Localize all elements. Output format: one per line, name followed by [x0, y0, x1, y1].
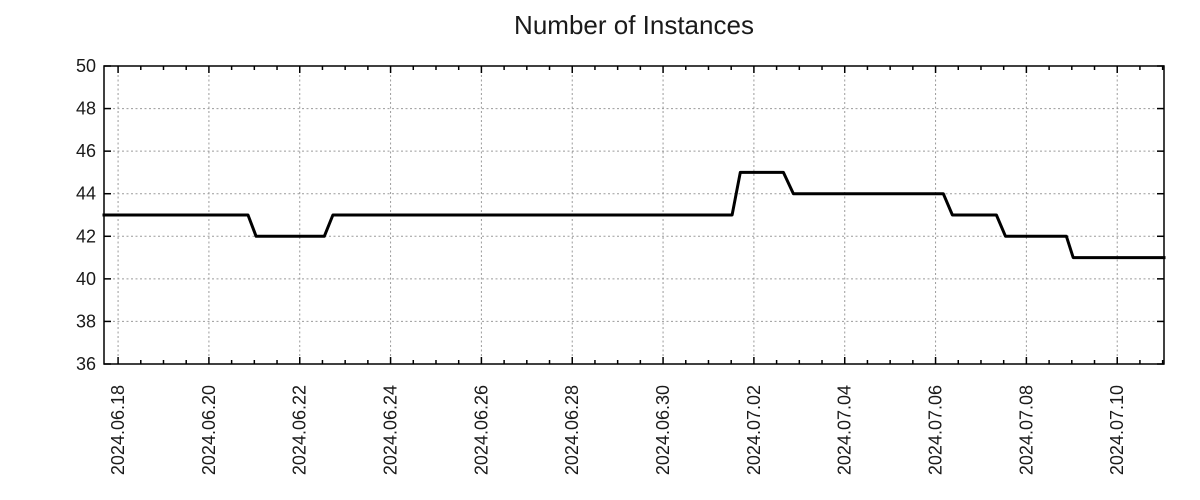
y-tick-label: 48	[76, 99, 96, 119]
x-tick-label: 2024.07.04	[835, 385, 855, 475]
x-tick-label: 2024.06.22	[290, 385, 310, 475]
y-tick-label: 44	[76, 184, 96, 204]
y-tick-label: 40	[76, 269, 96, 289]
chart-title: Number of Instances	[514, 10, 754, 40]
x-tick-label: 2024.07.08	[1016, 385, 1036, 475]
x-tick-label: 2024.06.30	[653, 385, 673, 475]
y-tick-label: 50	[76, 56, 96, 76]
y-tick-label: 38	[76, 311, 96, 331]
y-tick-label: 42	[76, 226, 96, 246]
x-tick-label: 2024.06.20	[199, 385, 219, 475]
x-tick-label: 2024.06.28	[562, 385, 582, 475]
x-tick-label: 2024.07.02	[744, 385, 764, 475]
x-tick-label: 2024.07.10	[1107, 385, 1127, 475]
x-tick-label: 2024.07.06	[926, 385, 946, 475]
x-tick-label: 2024.06.24	[381, 385, 401, 475]
x-tick-label: 2024.06.26	[471, 385, 491, 475]
y-tick-label: 46	[76, 141, 96, 161]
data-line-instances	[102, 170, 1166, 260]
x-tick-label: 2024.06.18	[108, 385, 128, 475]
y-tick-label: 36	[76, 354, 96, 374]
